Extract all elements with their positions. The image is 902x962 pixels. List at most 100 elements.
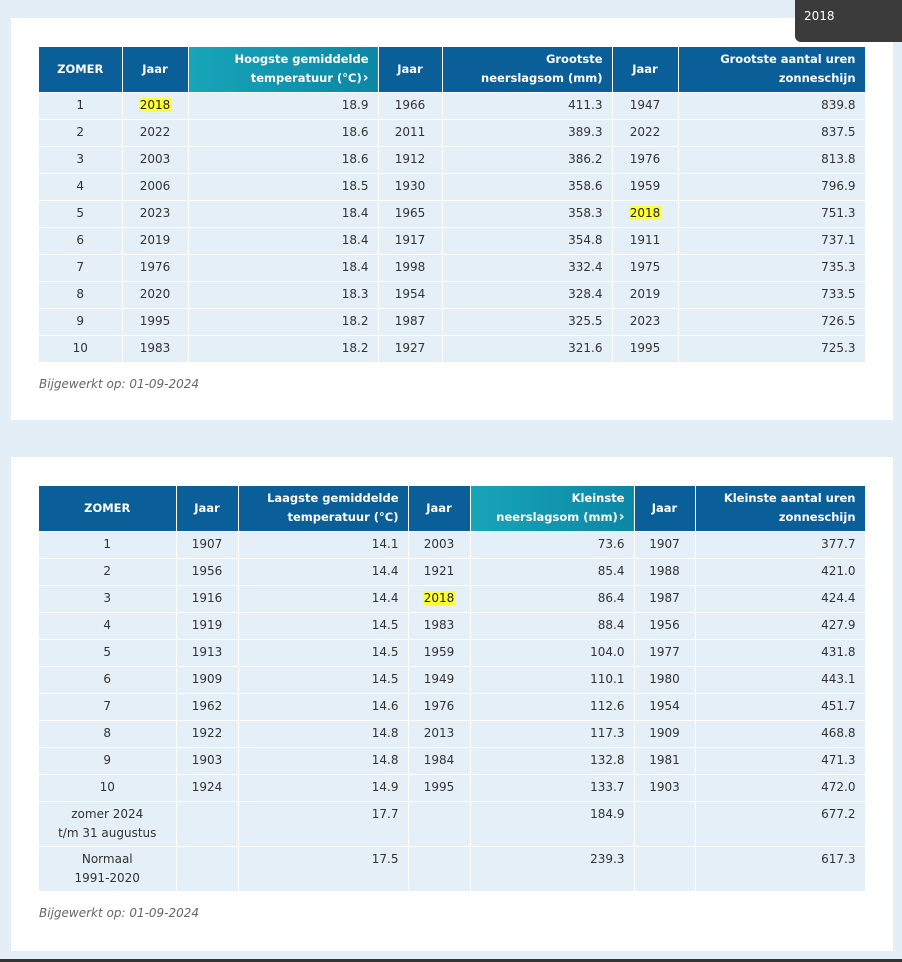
table-row: 5 1913 14.5 1959 104.0 1977 431.8 [39,638,866,667]
table-cell [634,800,696,847]
table-row: 9 1995 18.2 1987 325.5 2023 726.5 [39,307,866,336]
table-cell: 18.6 [188,118,379,147]
table-cell: 1916 [176,584,239,613]
table-cell: 737.1 [678,226,866,255]
table-cell: 1917 [378,226,443,255]
table-cell: 14.8 [238,746,409,775]
footnote: Bijgewerkt op: 01-09-2024 [39,376,200,391]
column-header[interactable]: Jaar [176,486,239,531]
column-header[interactable]: Grootste neerslagsom (mm) [442,47,613,92]
table-row: 6 1909 14.5 1949 110.1 1980 443.1 [39,665,866,694]
column-header[interactable]: Kleinste aantal uren zonneschijn [695,486,866,531]
table-cell: zomer 2024 t/m 31 augustus [39,800,177,847]
table-cell: 377.7 [695,530,866,559]
table-cell: 1 [39,91,123,120]
bottom-bar [0,959,902,962]
table-cell: 9 [39,746,177,775]
table-cell: 18.4 [188,199,379,228]
column-header[interactable]: Jaar [634,486,696,531]
table-cell: 1995 [408,773,471,802]
table-cell: 18.4 [188,226,379,255]
table-row: 2 1956 14.4 1921 85.4 1988 421.0 [39,557,866,586]
table-cell: 14.5 [238,611,409,640]
table-cell: 18.2 [188,334,379,363]
table-cell: 2003 [122,145,189,174]
data-table: ZOMER Jaar Laagste gemiddelde temperatuur … [39,486,866,892]
table-cell: 1913 [176,638,239,667]
footnote: Bijgewerkt op: 01-09-2024 [39,905,200,920]
table-cell: 2023 [122,199,189,228]
table-cell: 1927 [378,334,443,363]
column-header[interactable]: Hoogste gemiddelde temperatuur (°C) [188,47,379,92]
table-cell: 468.8 [695,719,866,748]
table-cell: 2 [39,118,123,147]
table-card: ZOMER Jaar Hoogste gemiddelde temperatuur … [11,18,893,420]
table-cell: 8 [39,280,123,309]
table-cell: 1949 [408,665,471,694]
table-cell: 813.8 [678,145,866,174]
table-cell: 17.5 [238,845,409,892]
table-cell: 796.9 [678,172,866,201]
table-cell: 421.0 [695,557,866,586]
table-cell: 1995 [122,307,189,336]
table-cell: 726.5 [678,307,866,336]
column-header[interactable]: Jaar [612,47,679,92]
table-cell: 14.1 [238,530,409,559]
highlighted-year: 2018 [422,591,456,605]
column-header[interactable]: Laagste gemiddelde temperatuur (°C) [238,486,409,531]
table-cell: 321.6 [442,334,613,363]
table-cell: 1983 [122,334,189,363]
table-row: 7 1976 18.4 1998 332.4 1975 735.3 [39,253,866,282]
table-cell: 14.8 [238,719,409,748]
table-cell: 1954 [378,280,443,309]
table-cell: 1976 [122,253,189,282]
table-cell: 7 [39,692,177,721]
header-row: ZOMER Jaar Laagste gemiddelde temperatuur … [39,486,866,531]
table-cell: 1980 [634,665,696,694]
table-cell: 358.6 [442,172,613,201]
table-cell: 1987 [378,307,443,336]
highlighted-year: 2018 [138,98,172,112]
table-cell: 1966 [378,91,443,120]
column-header[interactable]: Kleinste neerslagsom (mm) [470,486,635,531]
column-header[interactable]: Grootste aantal uren zonneschijn [678,47,866,92]
column-header[interactable]: ZOMER [39,47,123,92]
table-cell: 2019 [612,280,679,309]
table-cell: 389.3 [442,118,613,147]
column-header[interactable]: Jaar [122,47,189,92]
table-cell: 18.9 [188,91,379,120]
table-cell: 18.6 [188,145,379,174]
table-row: 10 1983 18.2 1927 321.6 1995 725.3 [39,334,866,363]
table-cell: 443.1 [695,665,866,694]
table-cell: 1909 [634,719,696,748]
table-cell: 2003 [408,530,471,559]
table-row: 4 1919 14.5 1983 88.4 1956 427.9 [39,611,866,640]
table-cell: 239.3 [470,845,635,892]
table-cell: 2022 [612,118,679,147]
table-cell: 1987 [634,584,696,613]
table-cell: 17.7 [238,800,409,847]
table-row: 5 2023 18.4 1965 358.3 2018 751.3 [39,199,866,228]
table-cell: 1965 [378,199,443,228]
table-cell [176,800,239,847]
data-table: ZOMER Jaar Hoogste gemiddelde temperatuur … [39,47,866,363]
table-cell: 839.8 [678,91,866,120]
table-cell [634,845,696,892]
table-cell: 86.4 [470,584,635,613]
column-header[interactable]: Jaar [408,486,471,531]
table-row: 1 2018 18.9 1966 411.3 1947 839.8 [39,91,866,120]
table-cell: 1907 [634,530,696,559]
table-row: 1 1907 14.1 2003 73.6 1907 377.7 [39,530,866,559]
table-cell: 2013 [408,719,471,748]
table-cell: 472.0 [695,773,866,802]
table-cell: 2011 [378,118,443,147]
table-cell: 18.4 [188,253,379,282]
table-cell: 1924 [176,773,239,802]
table-cell: 133.7 [470,773,635,802]
table-cell: 18.5 [188,172,379,201]
column-header[interactable]: ZOMER [39,486,177,531]
column-header[interactable]: Jaar [378,47,443,92]
table-row: 6 2019 18.4 1917 354.8 1911 737.1 [39,226,866,255]
table-cell: 6 [39,665,177,694]
